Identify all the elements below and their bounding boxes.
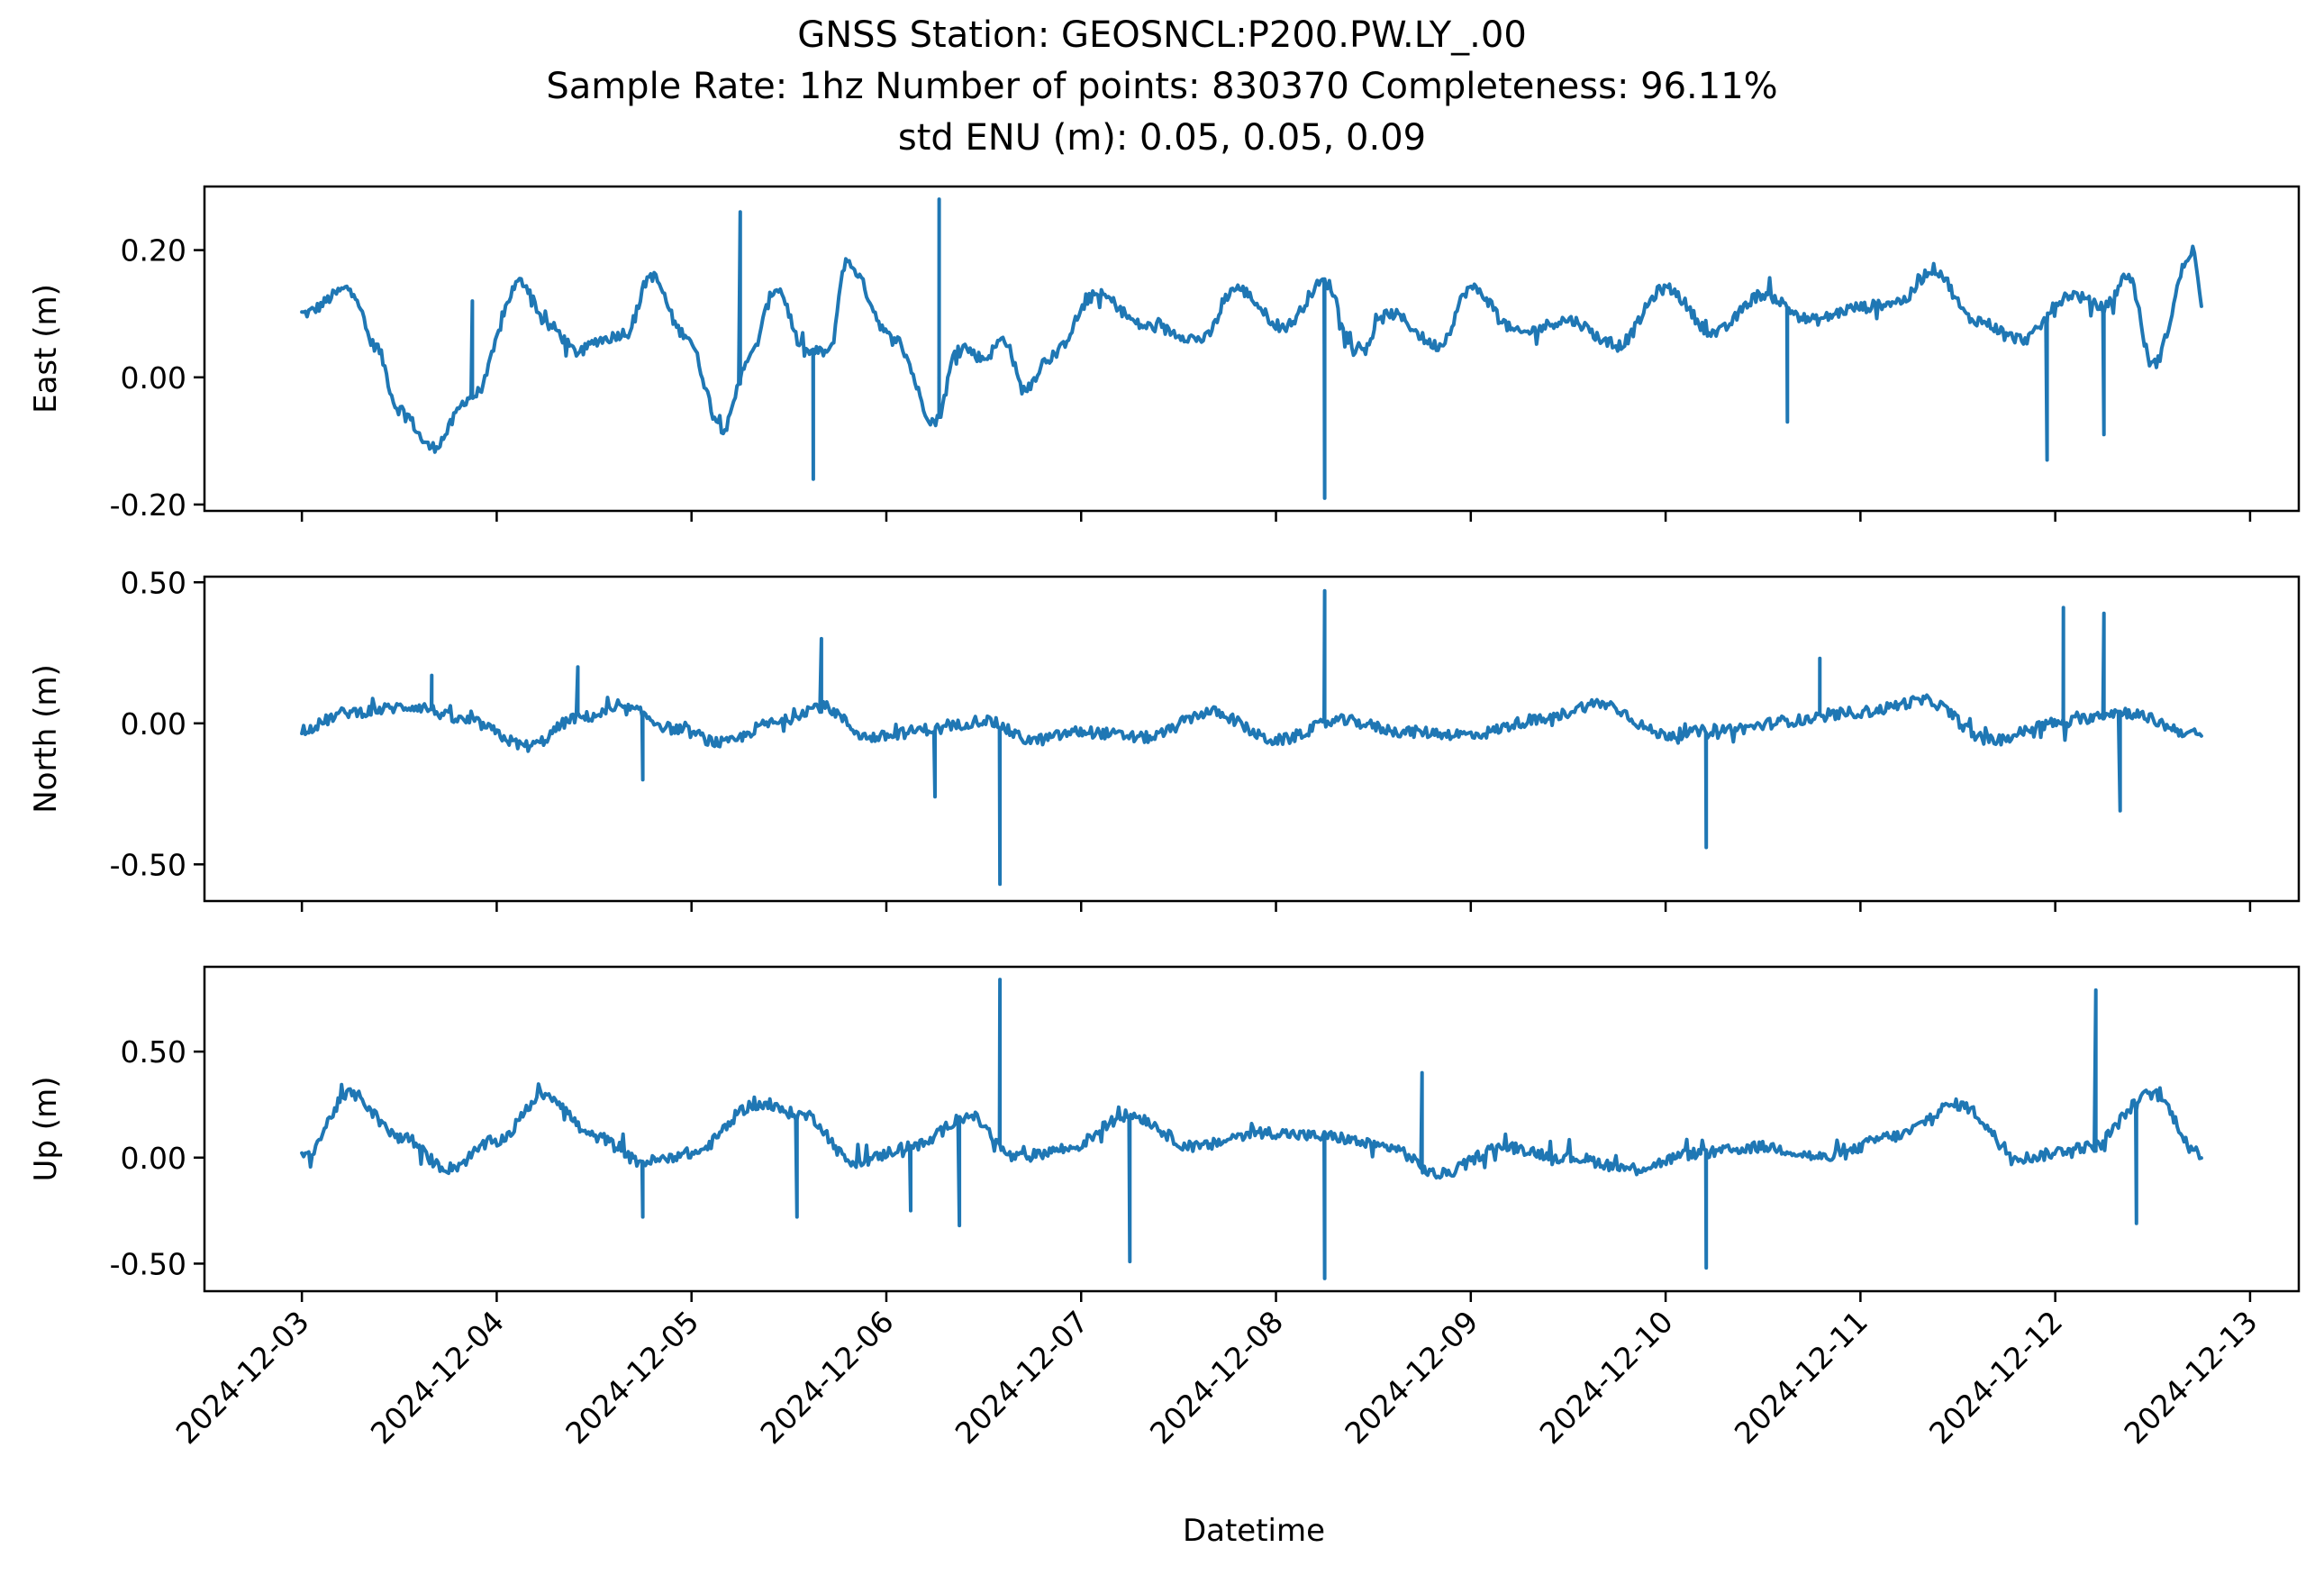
up-ytick-label: 0.00 [121,1141,186,1176]
up-ytick-label: 0.50 [121,1034,186,1070]
up-ylabel: Up (m) [28,1077,64,1182]
up-ytick-label: -0.50 [110,1246,186,1281]
east-ytick-label: -0.20 [110,487,186,523]
east-panel: East (m) -0.20 0.00 0.20 [28,185,2301,523]
x-axis-label: Datetime [1183,1513,1325,1549]
north-ylabel: North (m) [28,664,64,814]
title-line-1: GNSS Station: GEOSNCL:P200.PW.LY_.00 [797,14,1527,56]
east-ylabel: East (m) [28,284,64,414]
east-ytick-label: 0.20 [121,233,186,269]
north-plot-area [203,575,2301,903]
up-plot-area [203,965,2301,1293]
east-ytick-label: 0.00 [121,360,186,396]
east-series-line [300,197,2203,500]
east-plot-area [203,185,2301,513]
figure-title: GNSS Station: GEOSNCL:P200.PW.LY_.00 Sam… [546,14,1777,159]
north-panel: North (m) -0.50 0.00 0.50 [28,565,2301,912]
north-ytick-label: -0.50 [110,847,186,882]
up-series-line [300,978,2203,1280]
title-line-2: Sample Rate: 1hz Number of points: 83037… [546,66,1777,107]
north-series-line [300,588,2203,887]
north-ytick-label: 0.00 [121,706,186,742]
title-line-3: std ENU (m): 0.05, 0.05, 0.09 [898,117,1426,159]
north-ytick-label: 0.50 [121,565,186,600]
